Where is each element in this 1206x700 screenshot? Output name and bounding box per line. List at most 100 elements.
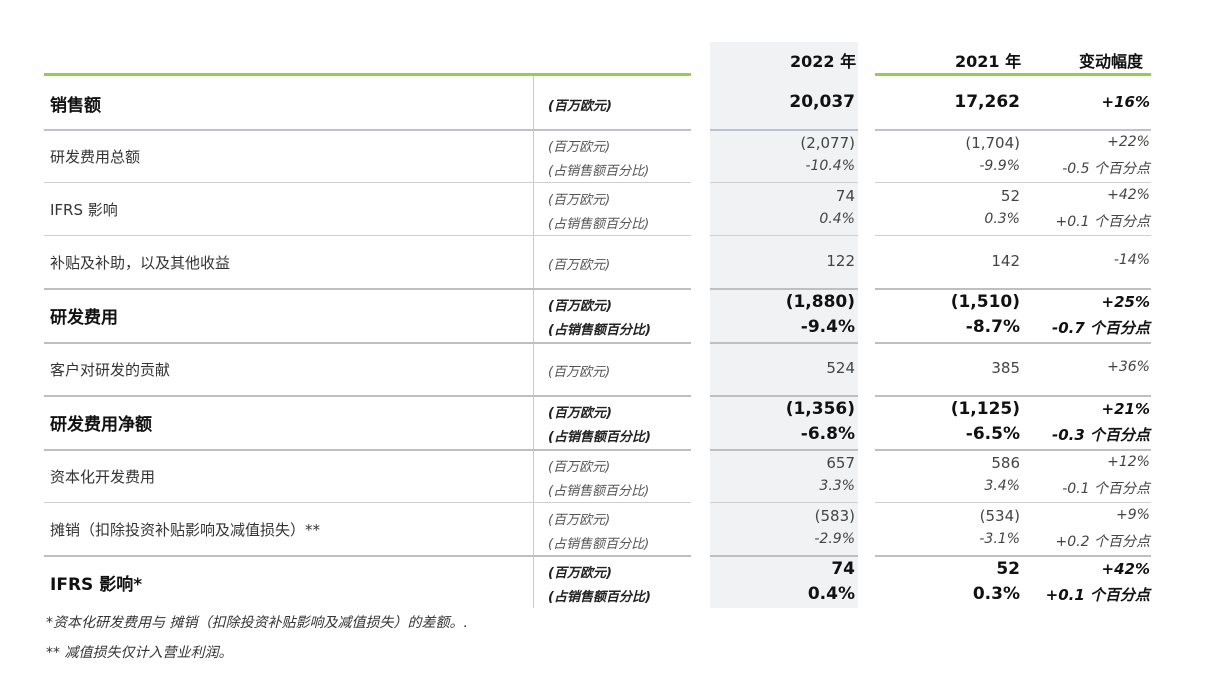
header-rule-right [875,73,1151,76]
percent-2021: 3.4% [984,478,1020,494]
value-2021: (534) [979,507,1020,525]
percent-2021: -6.5% [965,424,1020,444]
row-divider [710,182,858,183]
value-2021: (1,510) [950,292,1020,312]
value-2022: 524 [826,358,855,377]
value-2021: 385 [991,358,1020,377]
row-divider [710,288,858,290]
row-divider [875,395,1151,397]
header-2021: 2021 年 [955,52,1022,71]
row-divider [875,342,1151,344]
value-2022: (2,077) [800,134,855,152]
row-label: 摊销（扣除投资补贴影响及减值损失）** [50,520,321,539]
row-divider [44,449,691,451]
row-divider [875,502,1151,503]
value-2021: 142 [991,251,1020,270]
row-divider [44,129,691,131]
change-value: +36% [1107,358,1150,375]
unit-label: (占销售额百分比) [548,323,651,338]
change-points: +0.1 个百分点 [1055,214,1150,230]
column-2022-shading [710,42,858,608]
percent-2022: 0.4% [807,584,855,604]
percent-2022: -2.9% [814,531,855,547]
row-divider [875,129,1151,131]
footnote-2: ** 减值损失仅计入营业利润。 [46,645,233,661]
row-divider [44,182,691,183]
row-label: 研发费用总额 [50,147,141,166]
unit-label: (百万欧元) [548,513,611,528]
row-divider [710,449,858,451]
row-divider [710,129,858,131]
unit-label: (占销售额百分比) [548,164,650,179]
row-divider [875,288,1151,290]
row-divider [710,395,858,397]
unit-label: (百万欧元) [548,98,612,114]
unit-label: (百万欧元) [548,299,612,314]
unit-label: (百万欧元) [548,364,611,380]
row-label: 研发费用净额 [50,415,152,435]
unit-label: (百万欧元) [548,140,611,155]
unit-label: (占销售额百分比) [548,430,651,445]
value-2021: (1,125) [950,399,1020,419]
unit-label: (百万欧元) [548,257,611,273]
row-divider [710,342,858,344]
percent-2021: -3.1% [979,531,1020,547]
row-divider [710,555,858,557]
value-2021: 52 [1000,187,1020,205]
change-points: -0.5 个百分点 [1062,161,1150,177]
change-points: +0.1 个百分点 [1045,586,1150,604]
header-change: 变动幅度 [1079,52,1144,71]
change-value: +42% [1101,560,1150,578]
value-2022: 122 [826,251,855,270]
unit-label: (百万欧元) [548,406,612,421]
row-divider [875,449,1151,451]
row-divider [44,502,691,503]
percent-2022: -10.4% [805,158,855,174]
row-divider [710,235,858,236]
value-2021: 17,262 [954,91,1020,112]
row-divider [710,502,858,503]
percent-2022: -6.8% [800,424,855,444]
row-divider [875,182,1151,183]
percent-2021: -8.7% [965,317,1020,337]
value-2022: 657 [826,454,855,472]
row-label: IFRS 影响 [50,200,118,219]
change-value: +22% [1107,134,1150,150]
percent-2022: -9.4% [800,317,855,337]
row-divider [875,235,1151,236]
value-2021: (1,704) [965,134,1020,152]
change-value: +42% [1107,187,1150,203]
row-label: 资本化开发费用 [50,467,156,486]
row-divider [44,342,691,344]
unit-label: (占销售额百分比) [548,217,650,232]
percent-2021: 0.3% [972,584,1020,604]
unit-label: (百万欧元) [548,566,612,581]
unit-label: (百万欧元) [548,460,611,475]
row-label: 补贴及补助，以及其他收益 [50,253,231,272]
header-2022: 2022 年 [790,52,857,71]
change-value: -14% [1113,251,1150,268]
percent-2021: 0.3% [984,211,1020,227]
row-divider [44,288,691,290]
change-points: -0.1 个百分点 [1062,481,1150,497]
change-value: +21% [1101,400,1150,418]
value-2022: 20,037 [789,91,855,112]
unit-label: (百万欧元) [548,193,611,208]
percent-2022: 3.3% [819,478,855,494]
change-points: +0.2 个百分点 [1055,534,1150,550]
change-points: -0.3 个百分点 [1051,426,1150,444]
change-value: +12% [1107,454,1150,470]
change-value: +9% [1116,507,1150,523]
row-divider [875,555,1151,557]
row-label: IFRS 影响* [50,574,143,595]
value-2022: 74 [831,559,855,579]
value-2022: (1,356) [785,399,855,419]
row-label: 销售额 [50,95,101,116]
change-value: +16% [1101,92,1150,111]
row-label: 研发费用 [50,308,118,328]
row-divider [44,235,691,236]
unit-label: (占销售额百分比) [548,537,650,552]
header-rule-left [44,73,691,76]
value-2021: 52 [996,559,1020,579]
footnote-1: *资本化研发费用与 摊销（扣除投资补贴影响及减值损失）的差额。. [46,615,468,631]
